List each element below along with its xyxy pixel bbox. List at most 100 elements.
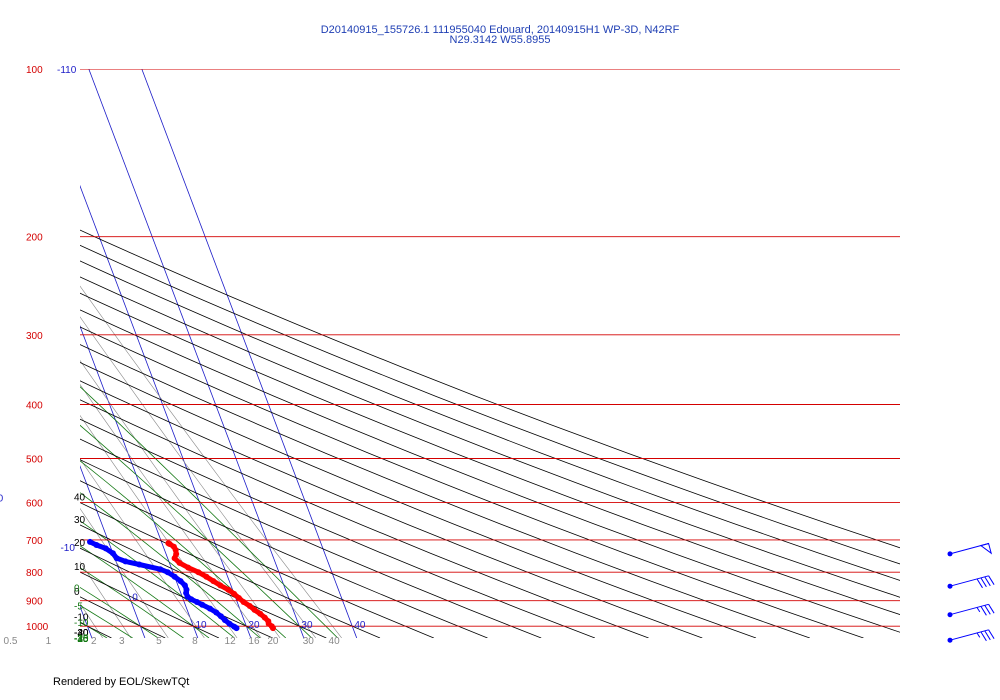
- isotherm-line: [88, 69, 305, 638]
- dry-adiabat-label: 40: [74, 493, 86, 504]
- dry-adiabat-line: [80, 326, 864, 638]
- dry-adiabat-line: [80, 344, 810, 638]
- dry-adiabat-label: -10: [74, 613, 89, 624]
- moist-adiabat-line: [80, 621, 108, 638]
- moist-adiabat-line: [0, 69, 29, 638]
- mixing-ratio-label: 1: [46, 636, 52, 647]
- dewpoint-profile-point: [233, 625, 240, 632]
- dry-adiabat-label: -30: [74, 628, 89, 639]
- dewpoint-profile-point: [177, 578, 184, 585]
- dry-adiabat-line: [80, 547, 273, 638]
- isotherm-label: 20: [248, 620, 260, 631]
- wind-barb: [947, 575, 995, 589]
- dewpoint-profile-point: [213, 609, 220, 616]
- wind-barb-staff: [949, 575, 989, 587]
- isotherm-line: [80, 605, 93, 638]
- mixing-ratio-line: [80, 360, 281, 638]
- dry-adiabat-line: [80, 480, 434, 638]
- pressure-label: 500: [26, 454, 43, 465]
- isotherm-line: [80, 325, 199, 638]
- mixing-ratio-label: 3: [119, 636, 125, 647]
- temperature-profile-point: [185, 564, 192, 571]
- wind-barb-flag: [980, 631, 987, 642]
- mixing-ratio-label: 30: [303, 636, 315, 647]
- wind-barb-half-flag: [976, 607, 981, 613]
- dewpoint-profile-point: [109, 550, 116, 557]
- wind-barb-staff: [949, 629, 989, 641]
- mixing-ratio-label: 40: [329, 636, 341, 647]
- temperature-profile-point: [176, 559, 183, 566]
- wind-barb-pennant: [979, 542, 993, 555]
- temperature-profile-point: [246, 603, 253, 609]
- dewpoint-profile-point: [93, 542, 100, 548]
- mixing-ratio-line: [80, 285, 342, 638]
- dry-adiabat-label: -20: [74, 628, 89, 639]
- moist-adiabat-line: [80, 567, 184, 638]
- skewt-profiles: [87, 538, 276, 632]
- dewpoint-profile-point: [136, 561, 143, 568]
- dry-adiabat-line: [80, 596, 166, 638]
- isotherm-label: 10: [195, 620, 207, 631]
- wind-barb-flag: [988, 575, 995, 585]
- isotherm-label: -10: [60, 543, 75, 554]
- dry-adiabat-label: 30: [74, 515, 86, 526]
- dewpoint-profile-point: [188, 596, 195, 603]
- pressure-label: 600: [26, 499, 43, 510]
- wind-barb-flag: [984, 630, 991, 641]
- footer-credit: Rendered by EOL/SkewTQt: [53, 676, 190, 688]
- wind-barb: [947, 542, 993, 557]
- isotherm-line: [141, 69, 358, 638]
- pressure-label: 400: [26, 400, 43, 411]
- wind-barb-flag: [988, 629, 995, 639]
- moist-adiabat-line: [80, 492, 261, 638]
- mixing-ratio-label: 8: [192, 636, 198, 647]
- moist-adiabat-line: [80, 586, 159, 638]
- dewpoint-profile-point: [102, 545, 109, 552]
- dry-adiabat-line: [80, 380, 703, 638]
- dry-adiabat-line: [80, 292, 900, 616]
- pressure-label: 100: [26, 65, 43, 76]
- wind-barb: [947, 603, 995, 618]
- mixing-ratio-label: 0.5: [4, 636, 18, 647]
- mixing-ratio-line: [80, 414, 238, 638]
- dry-adiabat-line: [80, 524, 327, 638]
- dry-adiabat-label: 10: [74, 562, 86, 573]
- temperature-profile-point: [251, 606, 258, 613]
- wind-barb-flag: [984, 576, 991, 587]
- moist-adiabat-label: -35: [74, 634, 89, 645]
- dewpoint-profile-point: [217, 613, 224, 620]
- temperature-profile-point: [195, 569, 202, 576]
- moist-adiabat-label: -30: [74, 634, 89, 645]
- temperature-profile: [165, 540, 276, 632]
- mixing-ratio-label: 16: [248, 636, 260, 647]
- pressure-label: 700: [26, 536, 43, 547]
- isotherm-line: [80, 184, 252, 638]
- chart-title: D20140915_155726.1 111955040 Edouard, 20…: [320, 24, 680, 36]
- isotherm-label: -110: [57, 65, 77, 76]
- mixing-ratio-line: [80, 602, 103, 638]
- isotherm-label: 0: [132, 593, 138, 604]
- moist-adiabat-label: -5: [74, 601, 83, 612]
- temperature-profile-point: [225, 586, 232, 593]
- dry-adiabat-line: [80, 309, 900, 633]
- dry-adiabat-line: [80, 459, 488, 638]
- dry-adiabat-line: [80, 229, 900, 549]
- dewpoint-profile-point: [194, 599, 200, 605]
- mixing-ratio-label: 12: [225, 636, 237, 647]
- dry-adiabat-line: [0, 69, 58, 638]
- pressure-label: 900: [26, 597, 43, 608]
- wind-barb-half-flag: [976, 632, 981, 638]
- dewpoint-profile: [87, 538, 240, 632]
- temperature-profile-point: [203, 573, 210, 580]
- isotherm-label: 30: [301, 620, 313, 631]
- dry-adiabat-label: 0: [74, 587, 80, 598]
- temperature-profile-point: [235, 595, 242, 601]
- dry-adiabat-label: -40: [74, 628, 89, 639]
- moist-adiabat-label: -20: [74, 634, 89, 645]
- temperature-profile-point: [217, 582, 224, 589]
- pressure-label: 1000: [26, 622, 49, 633]
- isotherm-line: [80, 465, 146, 638]
- dewpoint-profile-point: [122, 558, 129, 565]
- dewpoint-profile-point: [113, 555, 120, 562]
